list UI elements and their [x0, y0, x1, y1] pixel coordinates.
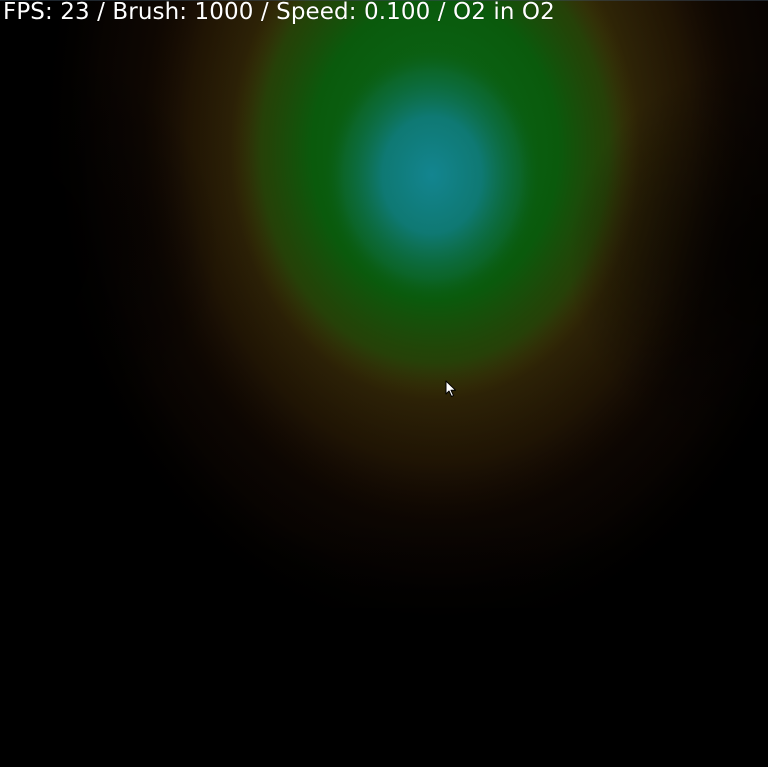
- arrow-pointer-icon: [445, 380, 457, 398]
- status-readout: FPS: 23 / Brush: 1000 / Speed: 0.100 / O…: [3, 0, 555, 25]
- window-top-edge: [0, 0, 768, 1]
